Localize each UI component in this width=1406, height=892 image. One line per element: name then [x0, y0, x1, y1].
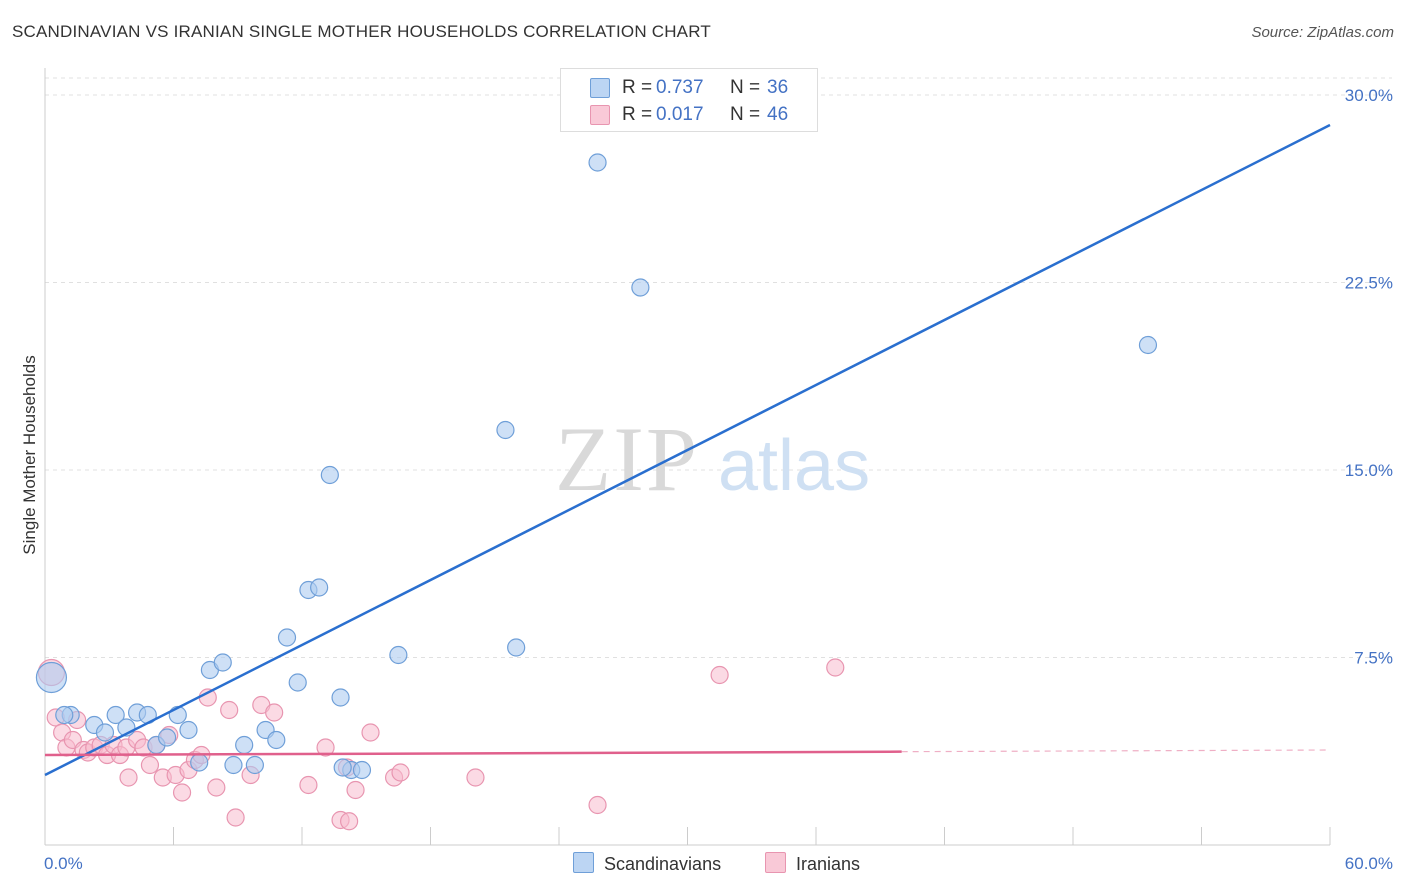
scandinavians-point [267, 730, 286, 750]
scandinavians-point [631, 278, 650, 297]
y-tick-label: 7.5% [1354, 649, 1393, 668]
chart-title: SCANDINAVIAN VS IRANIAN SINGLE MOTHER HO… [12, 22, 711, 41]
scandinavians-point [235, 735, 254, 755]
scandinavians-point [55, 705, 74, 725]
axes [44, 68, 1331, 846]
y-tick-label: 22.5% [1345, 274, 1393, 293]
legend-swatch-pink [590, 105, 610, 125]
watermark-zip: ZIP [555, 408, 699, 510]
iranians-point [265, 703, 284, 722]
scandinavians-point [190, 753, 209, 772]
y-tick-label: 30.0% [1345, 86, 1393, 105]
scandinavians-point [245, 755, 264, 775]
legend-n-value: 36 [767, 77, 789, 98]
legend-n-value: 46 [767, 104, 789, 125]
scandinavians-point [288, 673, 307, 692]
tick-labels: 7.5% 15.0% 22.5% 30.0% 0.0% 60.0% [44, 86, 1393, 873]
legend-label-iranians: Iranians [796, 854, 861, 874]
watermark: ZIP atlas [555, 408, 870, 510]
iranians-point [346, 780, 365, 800]
scandinavians-point [496, 420, 515, 440]
scandinavians-point [95, 723, 115, 742]
legend-swatch-blue [590, 78, 610, 98]
legend-swatch-scandinavians [573, 852, 594, 873]
source-label: Source: ZipAtlas.com [1251, 24, 1394, 41]
iranians-point [172, 783, 192, 802]
iranians-point [340, 812, 359, 831]
legend-row-scandinavians: R = 0.737 N = 36 [561, 73, 817, 100]
iranians-point [207, 778, 226, 797]
x-tick-label: 0.0% [44, 854, 83, 873]
scandinavians-point [310, 578, 329, 597]
scandinavians-point [157, 728, 177, 747]
scandinavians-point [320, 465, 339, 485]
scandinavians-point [389, 645, 408, 665]
legend-n-label: N = [730, 77, 761, 98]
iranians-point [588, 795, 607, 815]
scandinavians-point [352, 760, 372, 780]
iranians-point [299, 775, 318, 795]
scandinavians-point [331, 688, 350, 707]
scandinavians-point [588, 153, 607, 172]
scandinavians-point [179, 720, 198, 740]
iranians-point [391, 763, 410, 782]
legend-item-iranians: Iranians [765, 852, 860, 875]
x-tick-label: 60.0% [1345, 854, 1393, 873]
iranians-point [710, 665, 729, 685]
y-axis-label: Single Mother Households [20, 355, 39, 555]
scandinavians-point [35, 661, 68, 694]
iranians-point [119, 768, 138, 787]
watermark-atlas: atlas [718, 426, 870, 506]
scandinavians-trend-line [44, 123, 1331, 777]
scandinavians-point [1138, 335, 1158, 355]
y-tick-label: 15.0% [1345, 461, 1393, 480]
scandinavians-point [106, 705, 125, 725]
scandinavians-point [333, 758, 352, 777]
scandinavians-point [507, 638, 526, 657]
legend-r-value: 0.017 [656, 104, 704, 125]
legend-r-label: R = [622, 77, 653, 98]
scandinavians-point [277, 628, 297, 647]
legend-n-label: N = [730, 104, 761, 125]
legend-swatch-iranians [765, 852, 786, 873]
iranians-trend-line-extension [901, 749, 1331, 753]
iranians-trend-line [44, 750, 902, 757]
grid-lines [45, 77, 1392, 658]
correlation-legend: R = 0.737 N = 36 R = 0.017 N = 46 [560, 68, 818, 132]
legend-r-value: 0.737 [656, 77, 704, 98]
iranians-point [316, 738, 335, 757]
iranians-point [361, 723, 380, 742]
legend-label-scandinavians: Scandinavians [604, 854, 722, 874]
iranians-point [220, 700, 239, 720]
iranians-point [466, 768, 485, 787]
scandinavians-point [213, 653, 232, 672]
legend-r-label: R = [622, 104, 653, 125]
scandinavians-series [35, 153, 1158, 780]
legend-item-scandinavians: Scandinavians [573, 852, 721, 875]
legend-row-iranians: R = 0.017 N = 46 [561, 100, 817, 127]
iranians-point [140, 755, 160, 775]
iranians-point [826, 658, 845, 677]
trend-lines [44, 123, 1331, 777]
iranians-point [226, 808, 245, 827]
scandinavians-point [224, 755, 243, 775]
